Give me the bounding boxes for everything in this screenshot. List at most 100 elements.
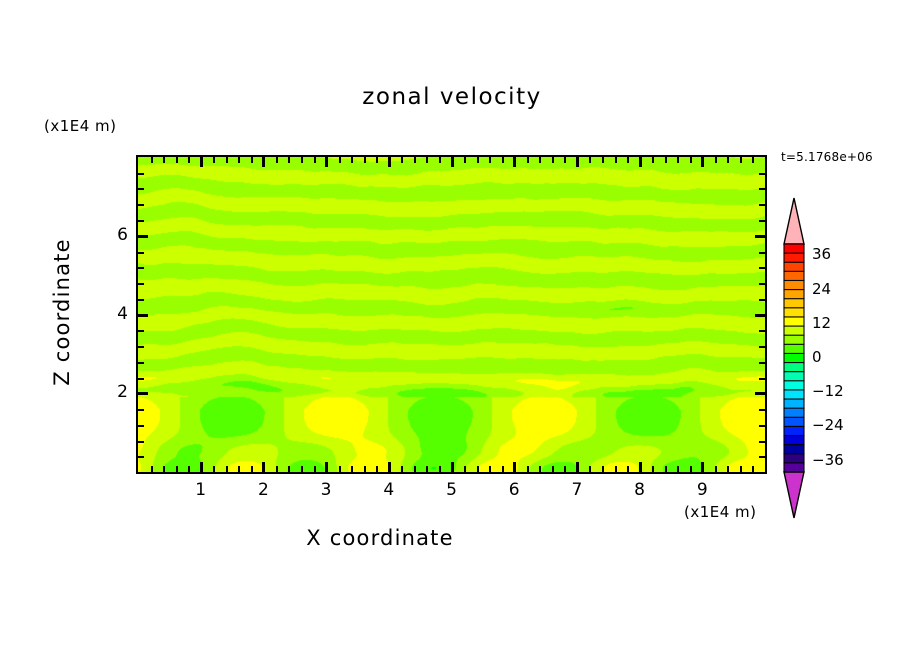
- tick-mark: [589, 157, 591, 163]
- x-axis-unit-label: (x1E4 m): [684, 503, 757, 521]
- x-tick-label: 5: [446, 480, 457, 500]
- tick-mark: [759, 362, 765, 364]
- tick-mark: [138, 204, 144, 206]
- tick-mark: [755, 392, 765, 395]
- tick-mark: [665, 157, 667, 163]
- tick-mark: [740, 157, 742, 163]
- tick-mark: [759, 283, 765, 285]
- tick-mark: [502, 466, 504, 472]
- tick-mark: [502, 157, 504, 163]
- tick-mark: [639, 462, 642, 472]
- tick-mark: [388, 462, 391, 472]
- colorbar-tick-label: −12: [812, 382, 844, 401]
- tick-mark: [262, 157, 265, 167]
- tick-mark: [759, 346, 765, 348]
- y-tick-label: 6: [117, 224, 128, 245]
- tick-mark: [325, 157, 328, 167]
- x-tick-label: 1: [195, 480, 207, 500]
- tick-mark: [564, 157, 566, 163]
- colorbar-tick-label: 0: [812, 348, 822, 366]
- tick-mark: [414, 157, 416, 163]
- colorbar-swatches: [783, 197, 805, 519]
- tick-mark: [627, 466, 629, 472]
- tick-mark: [364, 157, 366, 163]
- tick-mark: [639, 157, 642, 167]
- tick-mark: [351, 466, 353, 472]
- tick-mark: [138, 299, 144, 301]
- tick-mark: [701, 462, 704, 472]
- y-axis-title: Z coordinate: [50, 238, 74, 386]
- tick-mark: [759, 220, 765, 222]
- x-tick-label: 6: [508, 480, 520, 500]
- tick-mark: [314, 157, 316, 163]
- tick-mark: [188, 466, 190, 472]
- tick-mark: [138, 173, 144, 175]
- tick-mark: [339, 466, 341, 472]
- tick-mark: [351, 157, 353, 163]
- tick-mark: [138, 392, 148, 395]
- tick-mark: [759, 456, 765, 458]
- tick-mark: [759, 299, 765, 301]
- tick-mark: [576, 157, 579, 167]
- tick-mark: [314, 466, 316, 472]
- tick-mark: [163, 466, 165, 472]
- tick-mark: [701, 157, 704, 167]
- tick-mark: [138, 409, 144, 411]
- tick-mark: [715, 157, 717, 163]
- tick-mark: [200, 462, 203, 472]
- tick-mark: [188, 157, 190, 163]
- tick-mark: [690, 466, 692, 472]
- tick-mark: [589, 466, 591, 472]
- tick-mark: [238, 157, 240, 163]
- tick-mark: [552, 157, 554, 163]
- x-axis-title: X coordinate: [306, 526, 454, 550]
- tick-mark: [759, 188, 765, 190]
- tick-mark: [539, 466, 541, 472]
- tick-mark: [376, 466, 378, 472]
- tick-mark: [451, 157, 454, 167]
- tick-mark: [690, 157, 692, 163]
- tick-mark: [513, 462, 516, 472]
- tick-mark: [489, 157, 491, 163]
- tick-mark: [200, 157, 203, 167]
- tick-mark: [439, 466, 441, 472]
- tick-mark: [759, 267, 765, 269]
- tick-mark: [276, 157, 278, 163]
- tick-mark: [388, 157, 391, 167]
- tick-mark: [759, 252, 765, 254]
- tick-mark: [339, 157, 341, 163]
- tick-mark: [602, 466, 604, 472]
- colorbar-tick-label: 24: [812, 279, 832, 298]
- page-title: zonal velocity: [362, 84, 542, 110]
- colorbar: [778, 196, 810, 520]
- tick-mark: [138, 252, 144, 254]
- tick-mark: [414, 466, 416, 472]
- tick-mark: [376, 157, 378, 163]
- tick-mark: [138, 441, 144, 443]
- tick-mark: [401, 466, 403, 472]
- tick-mark: [759, 173, 765, 175]
- tick-mark: [364, 466, 366, 472]
- tick-mark: [464, 157, 466, 163]
- tick-mark: [665, 466, 667, 472]
- tick-mark: [759, 409, 765, 411]
- tick-mark: [489, 466, 491, 472]
- tick-mark: [325, 462, 328, 472]
- tick-mark: [426, 466, 428, 472]
- timestamp-annotation: t=5.1768e+06: [781, 150, 873, 164]
- colorbar-tick-label: 36: [812, 245, 832, 264]
- tick-mark: [755, 235, 765, 238]
- tick-mark: [752, 157, 754, 163]
- tick-mark: [288, 466, 290, 472]
- tick-mark: [138, 346, 144, 348]
- tick-mark: [464, 466, 466, 472]
- tick-mark: [262, 462, 265, 472]
- tick-mark: [138, 267, 144, 269]
- tick-mark: [759, 425, 765, 427]
- tick-mark: [627, 157, 629, 163]
- tick-mark: [752, 466, 754, 472]
- tick-mark: [527, 157, 529, 163]
- tick-mark: [652, 157, 654, 163]
- y-tick-label: 2: [117, 382, 128, 403]
